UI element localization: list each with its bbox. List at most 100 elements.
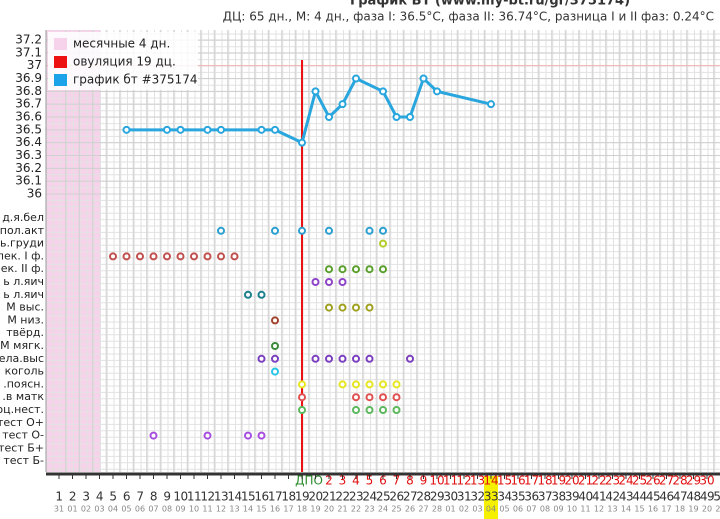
symptom-label: ь.груди xyxy=(0,237,44,250)
x-tick-label: 11 xyxy=(187,490,201,504)
x-tick-label: 31 xyxy=(457,490,471,504)
symptom-dot xyxy=(149,252,158,261)
temperature-point xyxy=(257,125,266,134)
date-label: 08 xyxy=(162,505,172,514)
temperature-line xyxy=(126,75,492,145)
symptom-dot xyxy=(365,354,374,363)
x-tick-label: 29 xyxy=(430,490,444,504)
symptom-dot xyxy=(392,406,401,414)
temperature-point xyxy=(311,87,320,96)
symptom-label: М мягк. xyxy=(0,339,44,352)
dpo-number: 19 xyxy=(551,474,566,488)
date-label: 13 xyxy=(229,505,239,514)
date-label: 03 xyxy=(472,505,482,514)
dpo-number: 27 xyxy=(659,474,674,488)
temperature-point xyxy=(176,125,185,134)
dpo-number: 30 xyxy=(699,474,714,488)
date-label: 18 xyxy=(675,505,685,514)
dpo-number: 2 xyxy=(325,474,333,488)
date-label: 22 xyxy=(351,505,361,514)
x-tick-label: 18 xyxy=(281,490,295,504)
symptom-dot xyxy=(149,431,158,440)
symptom-dot xyxy=(365,406,374,414)
chart-subtitle: ДЦ: 65 дн., М: 4 дн., фаза I: 36.5°C, фа… xyxy=(223,10,714,24)
x-tick-label: 5 xyxy=(109,490,116,504)
dpo-number: 3 xyxy=(339,474,347,488)
date-label: 07 xyxy=(148,505,158,514)
symptom-dot xyxy=(271,316,279,325)
legend-swatch xyxy=(54,74,67,86)
symptom-dot xyxy=(244,290,252,299)
symptom-dot xyxy=(217,252,225,261)
x-tick-label: 20 xyxy=(308,490,322,504)
date-label: 10 xyxy=(189,505,199,514)
date-label: 04 xyxy=(486,505,496,514)
symptom-dot xyxy=(163,252,171,261)
symptom-dot xyxy=(298,406,306,414)
symptom-label: тест О+ xyxy=(0,416,44,429)
dpo-number: 23 xyxy=(605,474,620,488)
y-tick-label: 37.2 xyxy=(15,33,42,47)
dpo-number: 26 xyxy=(645,474,660,488)
symptom-dot xyxy=(352,380,360,389)
date-label: 15 xyxy=(634,505,644,514)
x-tick-label: 50 xyxy=(713,490,720,504)
x-tick-label: 17 xyxy=(268,490,282,504)
symptom-dot xyxy=(379,406,387,414)
dpo-number: 16 xyxy=(510,474,525,488)
symptom-dot xyxy=(311,278,320,286)
symptom-label: ь л.яич xyxy=(3,275,44,288)
temperature-point xyxy=(163,125,171,134)
date-label: 26 xyxy=(405,505,415,514)
symptom-dot xyxy=(325,303,333,312)
symptom-dot xyxy=(379,265,387,274)
symptom-dot xyxy=(365,226,374,235)
dpo-number: 24 xyxy=(618,474,633,488)
y-tick-label: 36.7 xyxy=(15,97,42,111)
date-label: 05 xyxy=(121,505,131,514)
symptom-label: тест Б+ xyxy=(0,441,44,454)
dpo-number: 10 xyxy=(429,474,444,488)
date-label: 14 xyxy=(621,505,631,514)
dpo-number: 29 xyxy=(686,474,701,488)
x-tick-label: 10 xyxy=(173,490,187,504)
chart-title: График БТ (www.my-bt.ru/gr/375174) xyxy=(350,0,630,9)
symptom-dot xyxy=(271,342,279,350)
x-tick-label: 36 xyxy=(524,490,538,504)
symptom-dot xyxy=(365,303,374,312)
symptom-dot xyxy=(298,226,306,235)
legend-swatch xyxy=(54,56,67,68)
temperature-point xyxy=(122,125,131,134)
x-tick-label: 16 xyxy=(254,490,268,504)
symptom-dot xyxy=(406,354,414,363)
x-tick-label: 46 xyxy=(659,490,673,504)
temperature-point xyxy=(325,113,333,121)
date-label: 11 xyxy=(580,505,590,514)
date-label: 19 xyxy=(310,505,320,514)
symptom-dot xyxy=(365,393,374,402)
date-label: 04 xyxy=(108,505,118,514)
legend-box xyxy=(48,32,198,90)
date-label: 18 xyxy=(297,505,307,514)
symptom-dot xyxy=(365,380,374,389)
y-tick-label: 36.8 xyxy=(15,84,42,98)
date-label: 12 xyxy=(216,505,226,514)
symptom-dot xyxy=(257,354,266,363)
x-tick-label: 33 xyxy=(484,490,498,504)
symptom-dot xyxy=(379,226,387,235)
symptom-dot xyxy=(298,380,306,389)
dpo-number: 5 xyxy=(366,474,374,488)
date-label: 17 xyxy=(283,505,293,514)
dpo-number: 6 xyxy=(379,474,387,488)
symptom-dot xyxy=(392,380,401,389)
symptom-label: оц.нест. xyxy=(0,403,44,416)
symptom-dot xyxy=(379,393,387,402)
dpo-label: ДПО xyxy=(295,474,323,488)
symptom-dot xyxy=(338,380,347,389)
temperature-point xyxy=(352,74,360,83)
x-tick-label: 4 xyxy=(96,490,103,504)
y-tick-label: 36.2 xyxy=(15,161,42,175)
date-label: 09 xyxy=(175,505,185,514)
symptom-label: коголь xyxy=(5,365,44,378)
